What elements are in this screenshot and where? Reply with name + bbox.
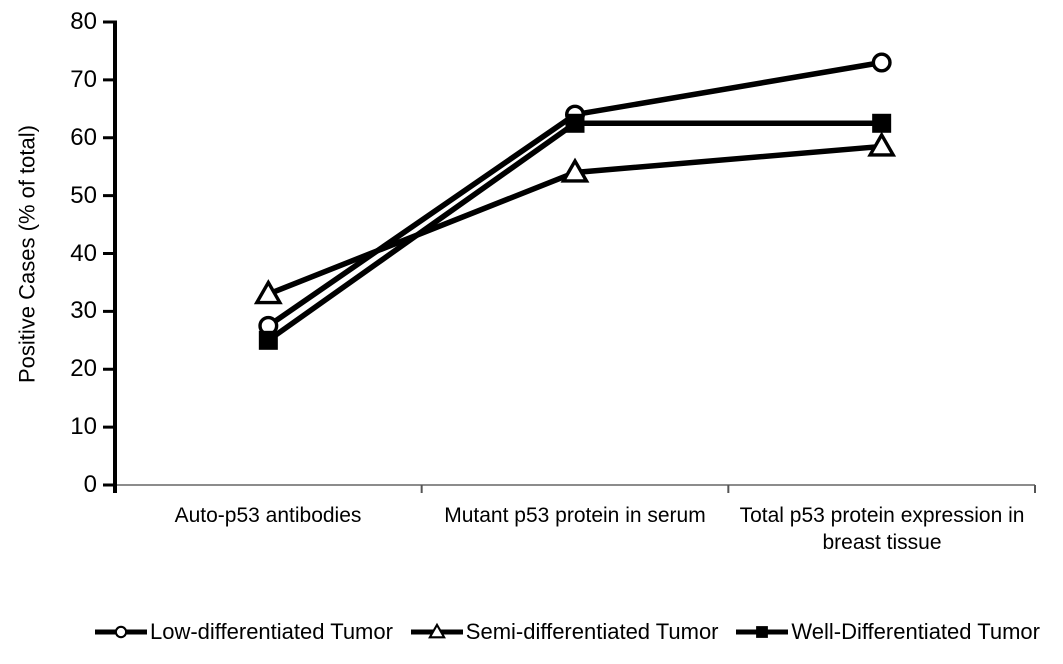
y-tick-label: 40 [70, 239, 97, 267]
legend-item-3: Well-Differentiated Tumor [736, 618, 1040, 646]
y-tick-label: 0 [83, 471, 97, 498]
y-tick-label: 20 [70, 355, 97, 383]
x-category-label-1: Auto-p53 antibodies [174, 504, 362, 527]
circle-marker-icon [95, 625, 147, 639]
y-tick-label: 70 [70, 65, 97, 93]
circle-marker-icon [114, 625, 128, 639]
triangle-marker-icon [427, 622, 446, 639]
triangle-marker-icon [410, 622, 463, 639]
y-tick-label: 10 [70, 413, 97, 441]
legend-label: Low-differentiated Tumor [150, 619, 393, 644]
legend-label: Well-Differentiated Tumor [791, 619, 1040, 644]
y-tick-label: 80 [70, 8, 97, 35]
triangle-marker-icon [867, 131, 897, 157]
triangle-marker-icon [560, 157, 590, 183]
y-tick-label: 30 [70, 297, 97, 325]
series-line-1 [266, 59, 883, 329]
square-marker-icon [736, 626, 789, 638]
x-category-label-2: Mutant p53 protein in serum [444, 504, 706, 527]
chart-legend: Low-differentiated Tumor Semi-differentia… [95, 617, 1040, 647]
circle-marker-icon [871, 52, 892, 73]
y-tick-label: 50 [70, 181, 97, 209]
legend-item-2: Semi-differentiated Tumor [410, 618, 719, 646]
square-marker-icon [258, 330, 278, 350]
triangle-marker-icon [253, 279, 283, 305]
legend-item-1: Low-differentiated Tumor [95, 618, 393, 646]
square-marker-icon [872, 113, 892, 133]
x-category-label-3: Total p53 protein expression in breast t… [739, 504, 1025, 554]
square-marker-icon [565, 113, 585, 133]
square-marker-icon [756, 626, 769, 638]
legend-label: Semi-differentiated Tumor [465, 619, 719, 644]
y-tick-label: 60 [70, 123, 97, 151]
